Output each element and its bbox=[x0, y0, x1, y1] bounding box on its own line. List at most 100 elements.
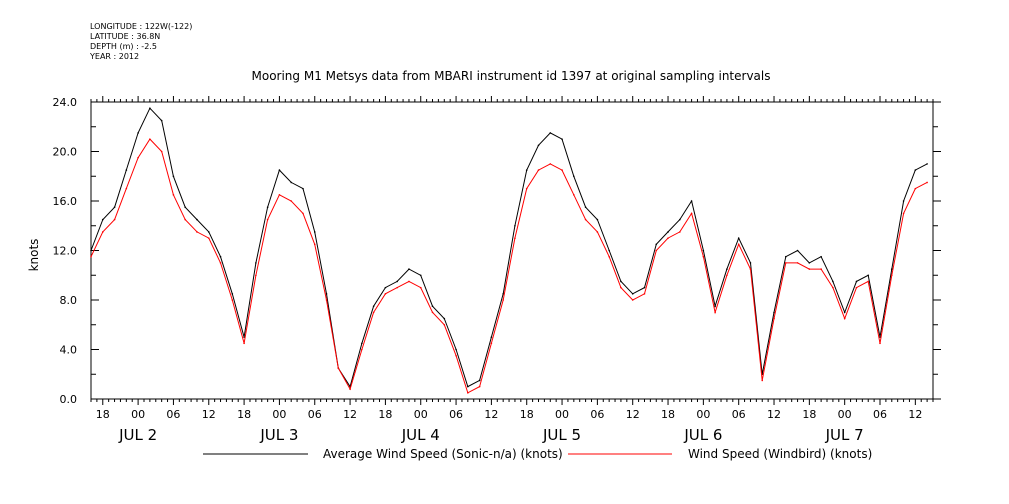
data-point bbox=[855, 280, 858, 283]
data-point bbox=[231, 299, 234, 301]
data-point bbox=[278, 169, 281, 171]
data-point bbox=[608, 255, 610, 258]
data-point bbox=[926, 181, 928, 184]
data-point bbox=[643, 286, 646, 289]
x-day-label: JUL 3 bbox=[259, 426, 298, 444]
x-tick-label: 06 bbox=[873, 408, 887, 421]
data-point bbox=[549, 132, 552, 134]
data-point bbox=[349, 388, 351, 390]
data-point bbox=[573, 175, 575, 178]
data-point bbox=[408, 268, 410, 270]
data-point bbox=[490, 336, 493, 338]
data-point bbox=[160, 119, 163, 122]
data-point bbox=[431, 311, 434, 314]
data-point bbox=[890, 268, 893, 270]
metadata-block: LONGITUDE : 122W(-122) LATITUDE : 36.8N … bbox=[90, 22, 192, 62]
x-tick-label: 00 bbox=[272, 408, 286, 421]
data-point bbox=[431, 305, 434, 307]
data-point bbox=[372, 311, 375, 314]
data-point bbox=[443, 317, 446, 320]
data-point bbox=[514, 224, 516, 227]
x-tick-label: 12 bbox=[908, 408, 922, 421]
x-tick-label: 00 bbox=[838, 408, 852, 421]
x-day-label: JUL 2 bbox=[118, 426, 157, 444]
data-point bbox=[690, 212, 693, 215]
data-point bbox=[443, 323, 446, 326]
data-point bbox=[914, 169, 917, 171]
data-point bbox=[537, 144, 540, 147]
x-tick-labels: 18 00 06 12 18 00 06 12 18 00 06 12 18 00 06 12 18 00 06 12… bbox=[96, 408, 923, 444]
axis-ticks bbox=[90, 96, 941, 405]
x-tick-label: 18 bbox=[661, 408, 675, 421]
series-layer bbox=[90, 107, 928, 394]
data-point bbox=[419, 274, 422, 277]
data-point bbox=[879, 336, 881, 338]
longitude-text: LONGITUDE : 122W(-122) bbox=[90, 22, 193, 31]
data-point bbox=[113, 218, 116, 221]
x-tick-label: 00 bbox=[131, 408, 145, 421]
data-point bbox=[726, 274, 728, 277]
data-point bbox=[737, 237, 740, 239]
data-point bbox=[361, 348, 363, 351]
data-point bbox=[184, 218, 187, 221]
data-point bbox=[879, 342, 881, 345]
data-point bbox=[655, 249, 658, 252]
data-point bbox=[749, 262, 752, 264]
data-point bbox=[149, 138, 151, 140]
data-point bbox=[843, 317, 846, 320]
data-point bbox=[620, 280, 622, 283]
data-point bbox=[867, 280, 870, 283]
data-point bbox=[537, 169, 540, 171]
data-point bbox=[773, 317, 775, 320]
data-point bbox=[502, 299, 504, 301]
x-tick-label: 18 bbox=[520, 408, 534, 421]
x-tick-label: 12 bbox=[343, 408, 357, 421]
legend-label-sonic: Average Wind Speed (Sonic-n/a) (knots) bbox=[323, 447, 563, 461]
x-day-label: JUL 5 bbox=[542, 426, 581, 444]
depth-text: DEPTH (m) : -2.5 bbox=[90, 42, 157, 51]
data-point bbox=[325, 299, 328, 301]
x-tick-label: 18 bbox=[378, 408, 392, 421]
data-point bbox=[101, 231, 104, 233]
latitude-text: LATITUDE : 36.8N bbox=[90, 32, 161, 41]
x-tick-label: 18 bbox=[802, 408, 816, 421]
data-point bbox=[149, 107, 151, 109]
data-point bbox=[313, 231, 316, 233]
x-tick-label: 00 bbox=[696, 408, 710, 421]
data-point bbox=[337, 367, 340, 369]
data-point bbox=[255, 262, 257, 264]
data-point bbox=[667, 231, 669, 233]
y-tick-label: 4.0 bbox=[60, 344, 78, 357]
x-tick-label: 12 bbox=[202, 408, 216, 421]
data-point bbox=[219, 255, 222, 258]
data-point bbox=[855, 286, 858, 289]
x-day-label: JUL 6 bbox=[683, 426, 722, 444]
data-point bbox=[561, 138, 563, 140]
y-tick-labels: 0.0 4.0 8.0 12.0 16.0 20.0 24.0 bbox=[53, 96, 78, 406]
data-point bbox=[255, 274, 257, 277]
data-point bbox=[302, 187, 304, 190]
data-point bbox=[679, 231, 681, 233]
data-point bbox=[372, 305, 375, 307]
data-point bbox=[478, 385, 481, 388]
data-point bbox=[584, 206, 587, 208]
data-point bbox=[796, 262, 799, 264]
legend-label-windbird: Wind Speed (Windbird) (knots) bbox=[688, 447, 872, 461]
y-tick-label: 12.0 bbox=[53, 245, 78, 258]
data-point bbox=[467, 392, 469, 394]
x-tick-label: 18 bbox=[237, 408, 251, 421]
data-point bbox=[749, 268, 752, 270]
data-point bbox=[890, 274, 893, 277]
x-tick-label: 06 bbox=[449, 408, 463, 421]
data-point bbox=[325, 293, 328, 295]
data-point bbox=[702, 255, 705, 258]
data-point bbox=[784, 262, 787, 264]
data-point bbox=[290, 200, 292, 202]
data-point bbox=[914, 187, 917, 190]
data-point bbox=[243, 336, 245, 338]
y-tick-label: 0.0 bbox=[60, 393, 78, 406]
x-tick-label: 00 bbox=[555, 408, 569, 421]
data-point bbox=[207, 231, 210, 233]
data-point bbox=[455, 354, 457, 357]
